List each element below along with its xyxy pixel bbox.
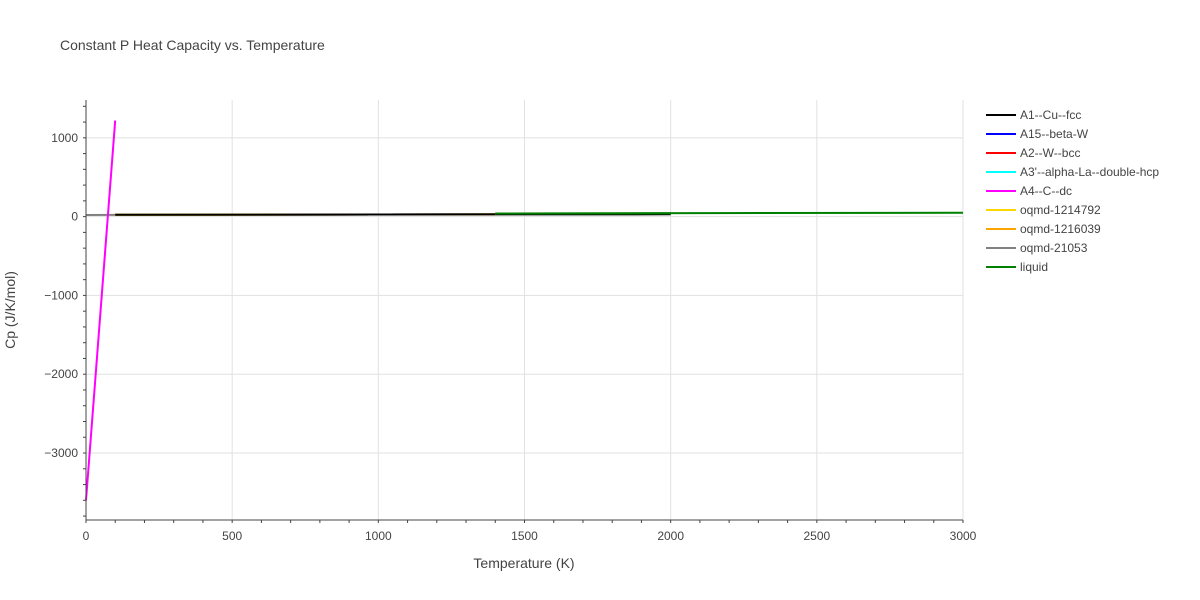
grid-lines bbox=[86, 100, 964, 520]
y-tick-label: −2000 bbox=[44, 367, 78, 381]
y-axis-title: Cp (J/K/mol) bbox=[2, 271, 18, 349]
x-tick-label: 1000 bbox=[365, 529, 392, 543]
y-tick-label: 1000 bbox=[51, 131, 78, 145]
series-lines bbox=[85, 120, 964, 501]
legend-item[interactable]: A4--C--dc bbox=[986, 184, 1072, 198]
x-tick-label: 2000 bbox=[657, 529, 684, 543]
legend-label: oqmd-1214792 bbox=[1020, 203, 1101, 217]
x-tick-label: 2500 bbox=[803, 529, 830, 543]
y-tick-label: −1000 bbox=[44, 288, 78, 302]
y-tick-label: 0 bbox=[71, 210, 78, 224]
legend-item[interactable]: oqmd-1216039 bbox=[986, 222, 1101, 236]
x-tick-label: 3000 bbox=[950, 529, 977, 543]
y-tick-label: −3000 bbox=[44, 446, 78, 460]
legend-label: oqmd-21053 bbox=[1020, 241, 1088, 255]
legend-label: A3'--alpha-La--double-hcp bbox=[1020, 165, 1159, 179]
axes bbox=[83, 100, 964, 523]
legend[interactable]: A1--Cu--fcc A15--beta-W A2--W--bcc A3'--alp… bbox=[986, 108, 1159, 274]
legend-label: A1--Cu--fcc bbox=[1020, 108, 1081, 122]
legend-label: oqmd-1216039 bbox=[1020, 222, 1101, 236]
legend-item[interactable]: oqmd-1214792 bbox=[986, 203, 1101, 217]
x-tick-label: 500 bbox=[222, 529, 242, 543]
legend-item[interactable]: A2--W--bcc bbox=[986, 146, 1080, 160]
legend-label: liquid bbox=[1020, 260, 1048, 274]
chart-title: Constant P Heat Capacity vs. Temperature bbox=[60, 37, 325, 53]
legend-label: A4--C--dc bbox=[1020, 184, 1072, 198]
legend-label: A2--W--bcc bbox=[1020, 146, 1080, 160]
legend-item[interactable]: oqmd-21053 bbox=[986, 241, 1088, 255]
legend-item[interactable]: A1--Cu--fcc bbox=[986, 108, 1081, 122]
series-line-a4-c-dc bbox=[85, 120, 117, 501]
series-line-liquid bbox=[495, 211, 964, 215]
legend-item[interactable]: liquid bbox=[986, 260, 1048, 274]
legend-item[interactable]: A3'--alpha-La--double-hcp bbox=[986, 165, 1159, 179]
x-tick-label: 1500 bbox=[511, 529, 538, 543]
x-axis-title: Temperature (K) bbox=[473, 555, 574, 571]
x-tick-label: 0 bbox=[83, 529, 90, 543]
legend-label: A15--beta-W bbox=[1020, 127, 1089, 141]
axis-ticks: 0 500 1000 1500 2000 2500 3000 −3000 −2000 −1000 0… bbox=[44, 131, 976, 543]
legend-item[interactable]: A15--beta-W bbox=[986, 127, 1089, 141]
